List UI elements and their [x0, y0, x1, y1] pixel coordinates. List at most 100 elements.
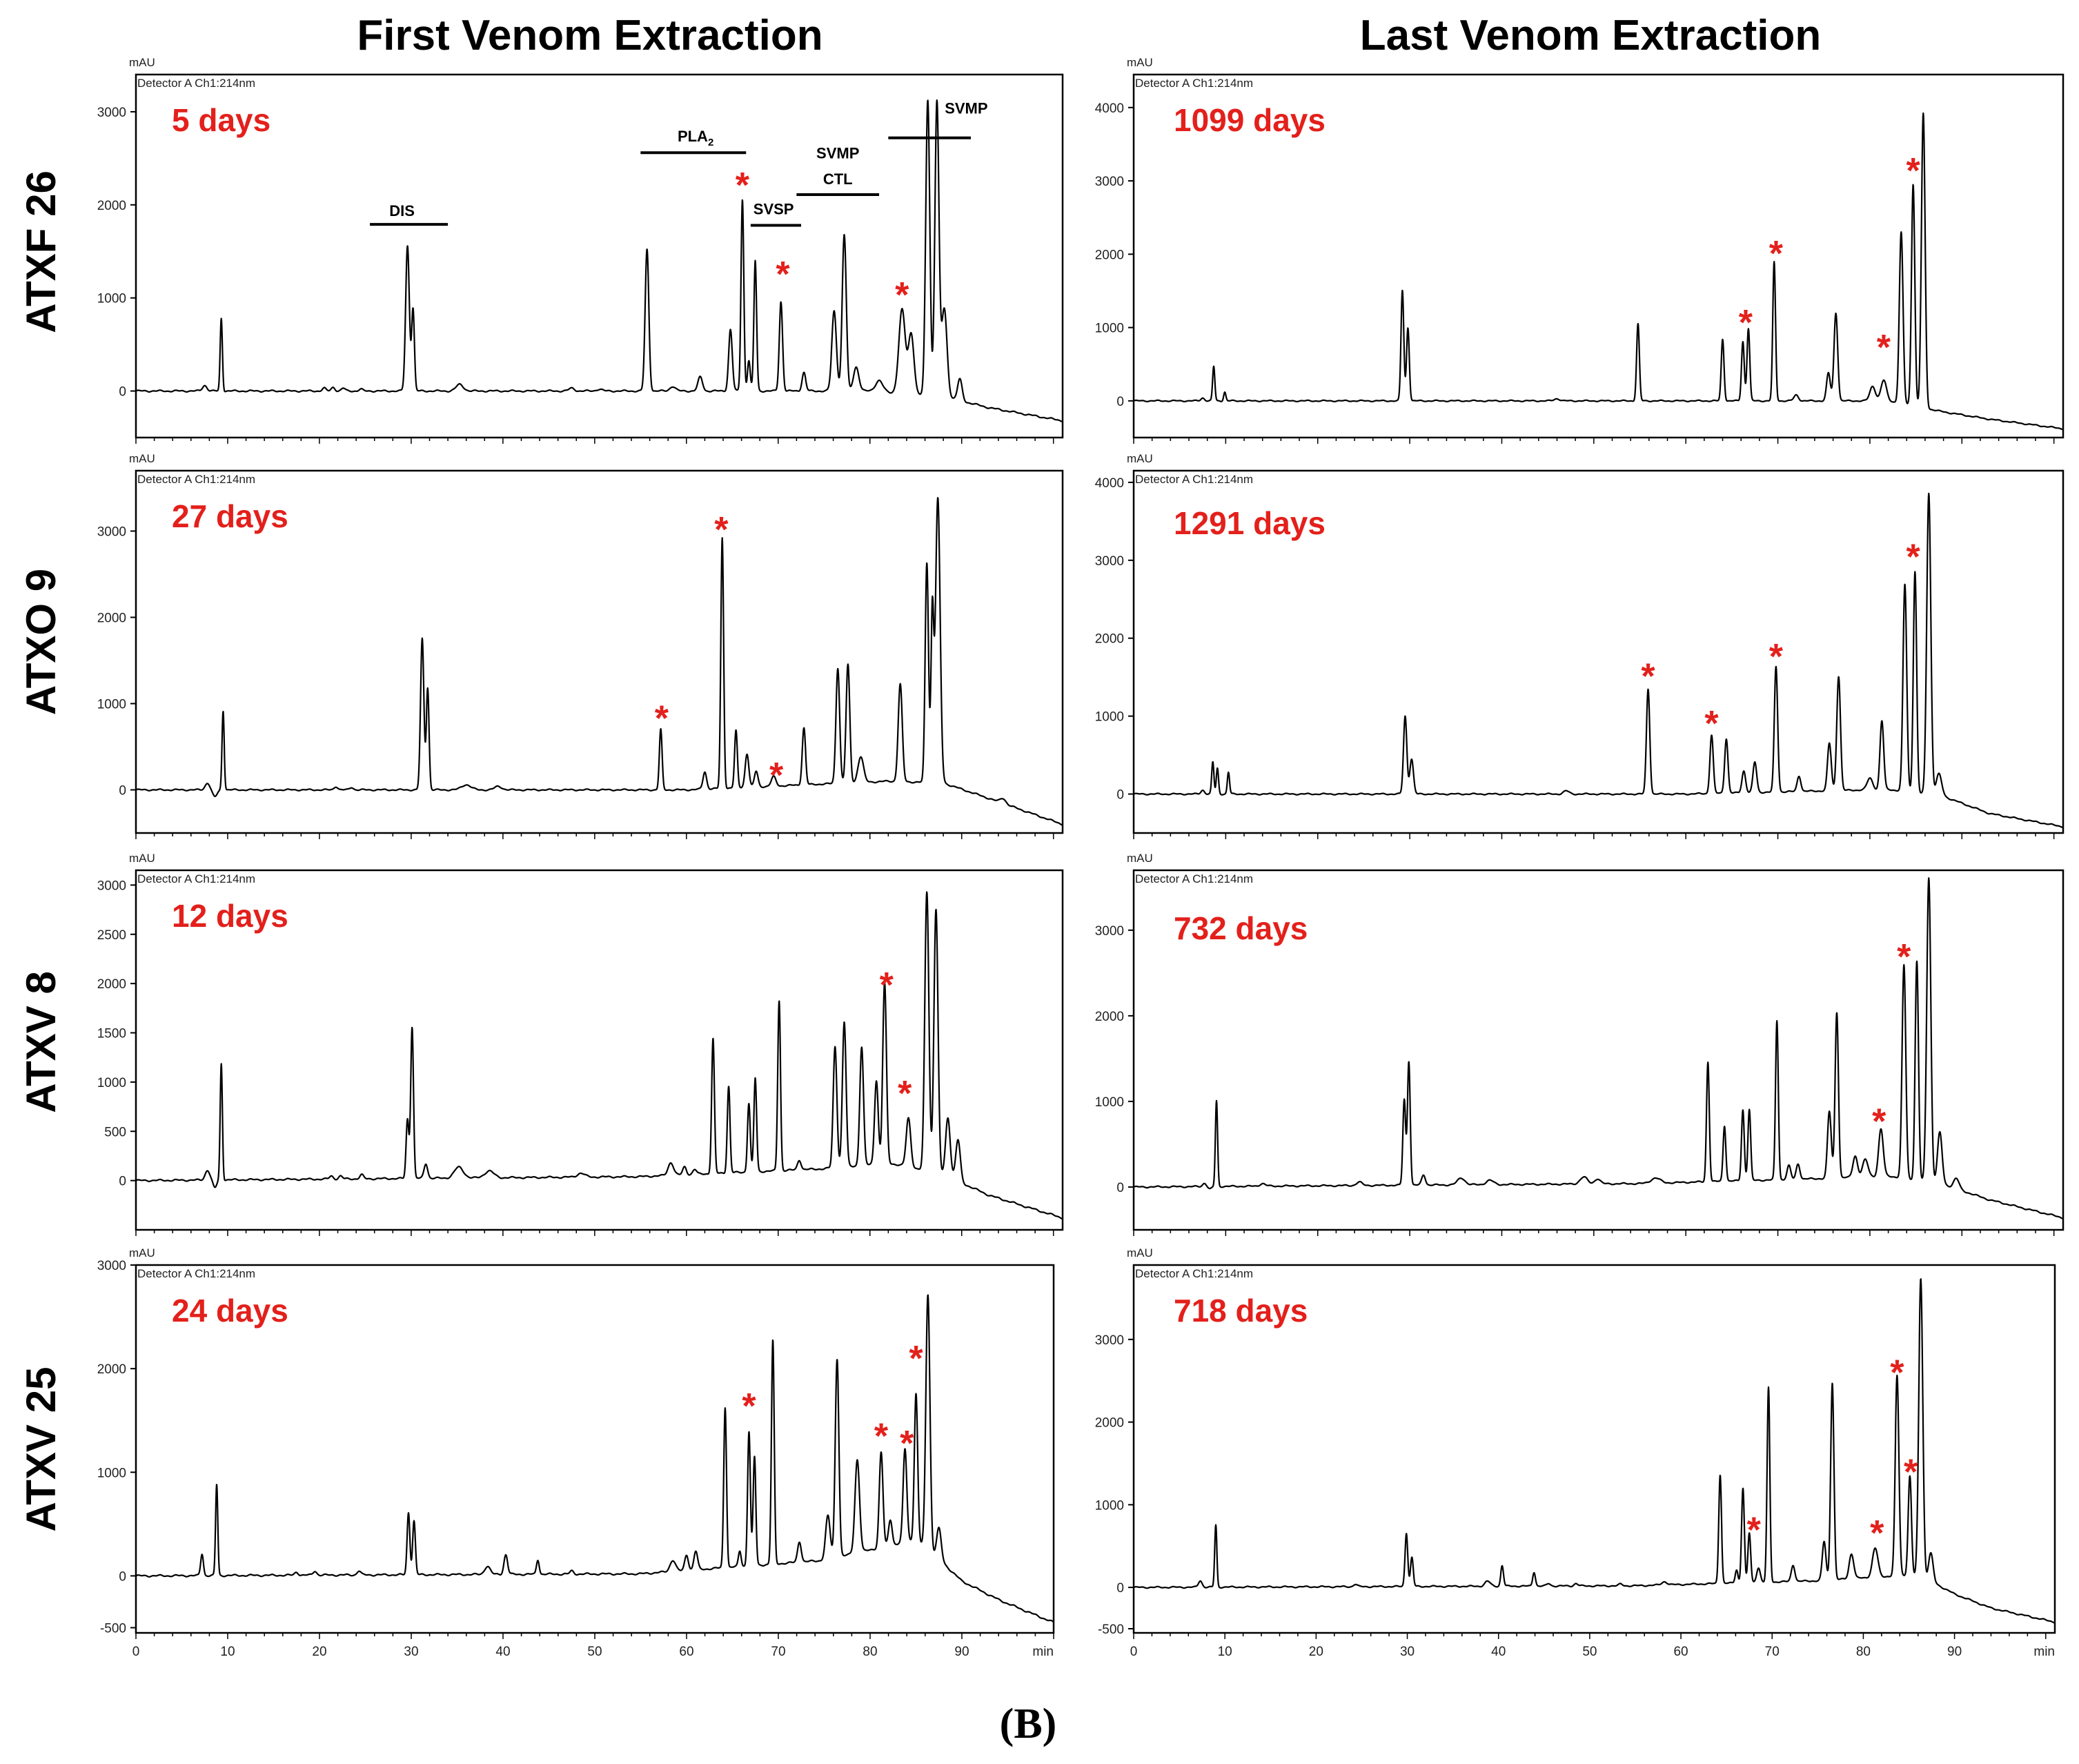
y-tick-label: 4000 [1095, 101, 1124, 116]
y-unit-label: mAU [129, 452, 155, 465]
chromatogram-trace [1134, 113, 2063, 429]
detector-label: Detector A Ch1:214nm [137, 1267, 255, 1280]
x-tick-label: 30 [1400, 1645, 1415, 1659]
x-tick-label: 10 [1218, 1645, 1232, 1659]
chromatogram-trace [136, 892, 1063, 1219]
chromatogram-panel-atxv25-last: mAU Detector A Ch1:214nm -500 0 1000 2000 3000… [1095, 1246, 2055, 1659]
region-label: SVMP [945, 100, 987, 117]
region-label: SVMP [816, 144, 859, 161]
y-tick-label: 2000 [1095, 1416, 1124, 1431]
peak-asterisk: * [1897, 937, 1911, 977]
peak-asterisk: * [1890, 1353, 1904, 1393]
x-tick-label: 70 [1765, 1645, 1780, 1659]
peak-asterisk: * [1769, 234, 1784, 274]
y-unit-label: mAU [1127, 1246, 1153, 1260]
detector-label: Detector A Ch1:214nm [1135, 77, 1253, 90]
y-unit-label: mAU [1127, 56, 1153, 69]
x-tick-label: 60 [1673, 1645, 1688, 1659]
peak-asterisk: * [909, 1339, 923, 1379]
y-tick-label: 0 [1116, 1181, 1124, 1195]
day-label: 718 days [1174, 1293, 1308, 1329]
y-tick-label: -500 [100, 1621, 126, 1636]
y-tick-label: 3000 [97, 1259, 126, 1273]
x-tick-label: 10 [220, 1645, 235, 1659]
peak-asterisk: * [1747, 1510, 1762, 1550]
detector-label: Detector A Ch1:214nm [1135, 1267, 1253, 1280]
y-tick-label: 3000 [1095, 175, 1124, 189]
x-tick-label: 90 [954, 1645, 969, 1659]
y-tick-label: 500 [104, 1125, 126, 1139]
y-tick-label: 2000 [1095, 632, 1124, 647]
day-label: 5 days [172, 102, 270, 138]
chromatogram-trace [136, 498, 1063, 825]
y-tick-label: 0 [119, 784, 126, 798]
y-tick-label: -500 [1098, 1623, 1124, 1637]
chromatogram-trace [1134, 493, 2063, 827]
x-unit-label: min [1032, 1645, 1054, 1659]
peak-asterisk: * [1769, 637, 1784, 677]
y-tick-label: 1000 [1095, 1095, 1124, 1110]
y-tick-label: 3000 [97, 879, 126, 893]
y-tick-label: 0 [1116, 1581, 1124, 1596]
day-label: 27 days [172, 498, 288, 534]
y-tick-label: 0 [1116, 395, 1124, 409]
region-label: DIS [389, 202, 415, 219]
peak-asterisk: * [895, 275, 909, 315]
y-unit-label: mAU [1127, 852, 1153, 865]
day-label: 1291 days [1174, 505, 1326, 541]
y-tick-label: 3000 [97, 106, 126, 120]
row-label-atxf26: ATXF 26 [18, 170, 64, 333]
x-tick-label: 30 [404, 1645, 418, 1659]
peak-asterisk: * [900, 1424, 914, 1464]
y-tick-label: 2000 [97, 611, 126, 626]
y-tick-label: 4000 [1095, 476, 1124, 491]
peak-asterisk: * [714, 510, 729, 550]
y-tick-label: 3000 [1095, 924, 1124, 939]
x-tick-label: 50 [587, 1645, 602, 1659]
row-label-atxv25: ATXV 25 [18, 1367, 64, 1532]
y-tick-label: 0 [119, 1569, 126, 1584]
y-unit-label: mAU [1127, 452, 1153, 465]
plot-frame [136, 75, 1063, 438]
y-tick-label: 0 [119, 385, 126, 400]
y-tick-label: 1000 [97, 1466, 126, 1480]
region-label: SVSP [753, 200, 794, 217]
figure-label: (B) [1000, 1701, 1057, 1747]
y-tick-label: 0 [119, 1175, 126, 1189]
x-tick-label: 80 [863, 1645, 877, 1659]
y-tick-label: 1000 [1095, 322, 1124, 336]
x-tick-label: 60 [679, 1645, 693, 1659]
y-tick-label: 3000 [1095, 1333, 1124, 1348]
chromatogram-trace [1134, 1279, 2055, 1623]
chromatogram-trace [136, 100, 1063, 422]
day-label: 1099 days [1174, 102, 1326, 138]
peak-asterisk: * [880, 966, 894, 1006]
x-tick-label: 50 [1582, 1645, 1597, 1659]
x-unit-label: min [2033, 1645, 2055, 1659]
detector-label: Detector A Ch1:214nm [137, 473, 255, 486]
peak-asterisk: * [1904, 1452, 1918, 1492]
detector-label: Detector A Ch1:214nm [1135, 473, 1253, 486]
day-label: 12 days [172, 898, 288, 934]
column-title-last: Last Venom Extraction [1360, 12, 1821, 59]
y-unit-label: mAU [129, 56, 155, 69]
peak-asterisk: * [1877, 328, 1891, 368]
y-tick-label: 2000 [97, 199, 126, 213]
x-tick-label: 20 [312, 1645, 326, 1659]
detector-label: Detector A Ch1:214nm [1135, 872, 1253, 885]
peak-asterisk: * [1870, 1513, 1884, 1554]
detector-label: Detector A Ch1:214nm [137, 872, 255, 885]
y-unit-label: mAU [129, 1246, 155, 1260]
y-tick-label: 3000 [97, 525, 126, 540]
y-tick-label: 1000 [97, 292, 126, 306]
region-label: CTL [823, 170, 853, 188]
x-tick-label: 80 [1856, 1645, 1871, 1659]
detector-label: Detector A Ch1:214nm [137, 77, 255, 90]
y-tick-label: 1000 [1095, 1498, 1124, 1513]
